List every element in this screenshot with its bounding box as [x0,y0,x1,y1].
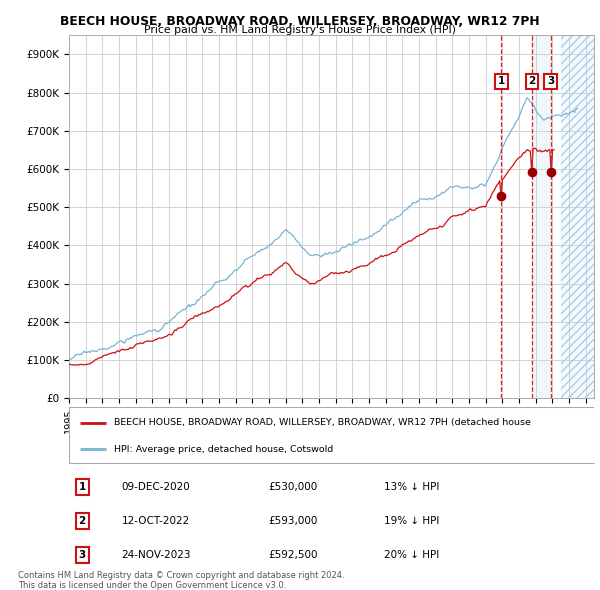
Text: £530,000: £530,000 [269,482,318,492]
Text: 3: 3 [547,76,554,86]
Text: 19% ↓ HPI: 19% ↓ HPI [384,516,439,526]
FancyBboxPatch shape [69,407,594,463]
Text: 24-NOV-2023: 24-NOV-2023 [121,550,191,560]
Text: £592,500: £592,500 [269,550,318,560]
Text: 12-OCT-2022: 12-OCT-2022 [121,516,190,526]
Bar [560,35,594,398]
Bar [532,35,551,398]
Text: Price paid vs. HM Land Registry's House Price Index (HPI): Price paid vs. HM Land Registry's House … [144,25,456,35]
Text: BEECH HOUSE, BROADWAY ROAD, WILLERSEY, BROADWAY, WR12 7PH (detached house: BEECH HOUSE, BROADWAY ROAD, WILLERSEY, B… [113,418,530,427]
Text: 20% ↓ HPI: 20% ↓ HPI [384,550,439,560]
Text: 2: 2 [79,516,86,526]
Text: 2: 2 [529,76,536,86]
Text: 1: 1 [498,76,505,86]
Text: 09-DEC-2020: 09-DEC-2020 [121,482,190,492]
Text: This data is licensed under the Open Government Licence v3.0.: This data is licensed under the Open Gov… [18,581,286,590]
Text: Contains HM Land Registry data © Crown copyright and database right 2024.: Contains HM Land Registry data © Crown c… [18,571,344,580]
Text: 3: 3 [79,550,86,560]
Text: HPI: Average price, detached house, Cotswold: HPI: Average price, detached house, Cots… [113,445,333,454]
Text: 13% ↓ HPI: 13% ↓ HPI [384,482,439,492]
Text: BEECH HOUSE, BROADWAY ROAD, WILLERSEY, BROADWAY, WR12 7PH: BEECH HOUSE, BROADWAY ROAD, WILLERSEY, B… [60,15,540,28]
Bar [560,35,594,398]
Text: £593,000: £593,000 [269,516,318,526]
Text: 1: 1 [79,482,86,492]
